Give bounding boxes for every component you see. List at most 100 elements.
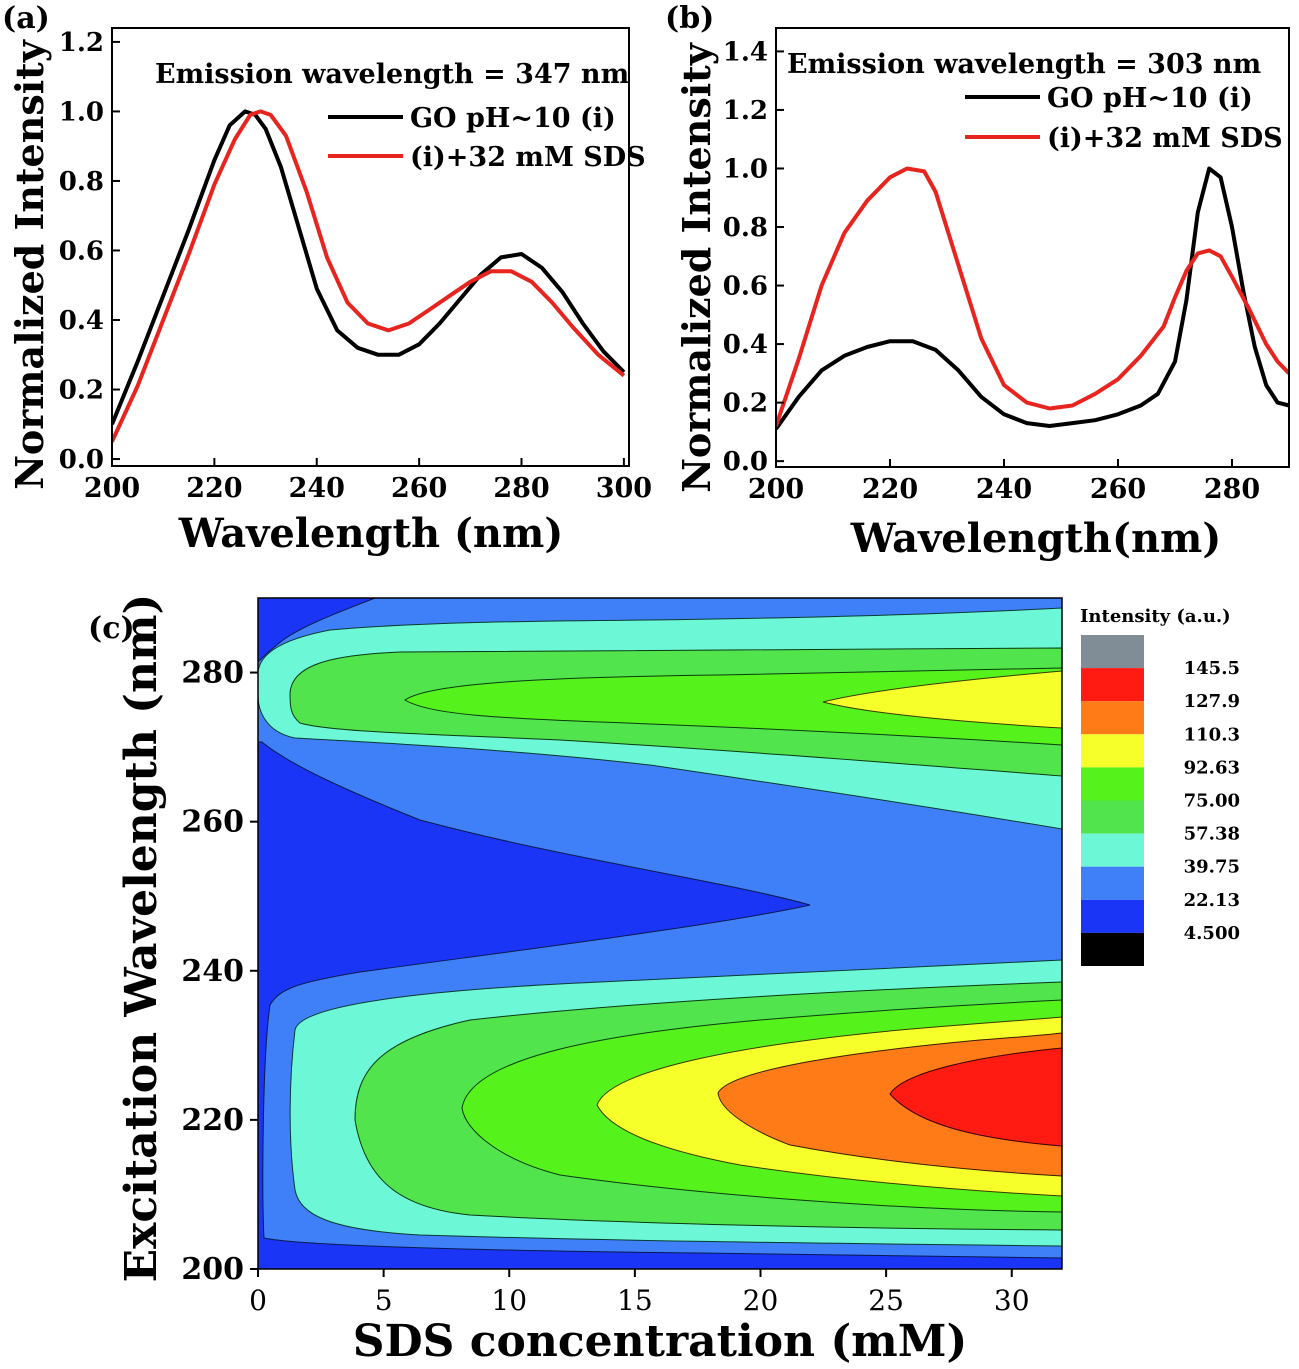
panel-c-x-tick-label: 10	[491, 1284, 527, 1317]
colorbar-cell	[1081, 701, 1144, 735]
panel-b-x-axis-label: Wavelength(nm)	[850, 515, 1222, 562]
panel-a-label: (a)	[2, 1, 50, 36]
panel-b-y-tick-label: 1.0	[723, 154, 768, 184]
panel-b-x-tick-label: 240	[976, 474, 1032, 505]
panel-b-x-tick-label: 260	[1090, 474, 1146, 505]
colorbar-cell	[1081, 668, 1144, 702]
panel-c-y-tick-label: 240	[181, 954, 244, 989]
panel-c-x-tick-label: 15	[617, 1284, 653, 1317]
colorbar-cell	[1081, 932, 1144, 966]
panel-c-x-tick-label: 25	[868, 1284, 904, 1317]
panel-c: (c) 0 5	[88, 594, 1240, 1367]
contour-level-92-110-upper	[822, 670, 1062, 729]
colorbar-title: Intensity (a.u.)	[1080, 606, 1231, 627]
panel-c-y-tick-label: 220	[181, 1103, 244, 1138]
panel-b-legend: GO pH~10 (i) (i)+32 mM SDS	[965, 83, 1283, 154]
colorbar-cell	[1081, 899, 1144, 933]
panel-a-axes: 200 220 240 260 280 300 0.0 0.2 0.4 0.6 0.8 1.0 1.2	[59, 28, 652, 504]
panel-b-y-tick-label: 0.4	[723, 330, 768, 360]
colorbar-labels: 145.5 127.9 110.3 92.63 75.00 57.38 39.75 22.13…	[1184, 658, 1240, 944]
panel-b-annotation: Emission wavelength = 303 nm	[787, 49, 1261, 80]
panel-b-x-tick-label: 280	[1204, 474, 1260, 505]
panel-c-x-tick-label: 20	[743, 1284, 779, 1317]
contour-level-75-92-upper	[404, 667, 1062, 746]
panel-c-x-tick-label: 5	[375, 1284, 393, 1317]
panel-a-legend: GO pH~10 (i) (i)+32 mM SDS	[328, 103, 646, 173]
panel-c-y-tick-label: 200	[181, 1252, 244, 1287]
panel-a-y-tick-label: 0.6	[59, 236, 104, 266]
panel-c-axes: 0 5 10 15 20 25 30 200 220 240 260 280	[181, 656, 1029, 1317]
panel-b-legend-label-go: GO pH~10 (i)	[1047, 83, 1253, 114]
colorbar-cell	[1081, 734, 1144, 768]
contour-level-4-22-middle	[258, 741, 1062, 1269]
panel-c-y-tick-label: 260	[181, 805, 244, 840]
panel-a-annotation: Emission wavelength = 347 nm	[155, 59, 629, 90]
panel-b-y-tick-label: 0.6	[723, 272, 768, 302]
panel-a-x-tick-label: 300	[596, 473, 652, 504]
colorbar-level-label: 22.13	[1184, 890, 1240, 911]
panel-b-x-tick-label: 200	[748, 474, 804, 505]
panel-a-series-group	[112, 109, 626, 443]
panel-a-y-tick-label: 0.0	[59, 445, 104, 475]
panel-b-plot-frame	[775, 27, 1290, 468]
colorbar-cell	[1081, 833, 1144, 867]
panel-a-x-tick-label: 280	[493, 473, 549, 504]
panel-a-x-tick-label: 240	[289, 473, 345, 504]
panel-a-y-axis-label: Normalized Intensity	[7, 39, 52, 490]
colorbar-cells	[1081, 635, 1144, 966]
colorbar-level-label: 4.500	[1184, 923, 1240, 944]
panel-b-y-tick-label: 0.2	[723, 389, 768, 419]
colorbar-level-label: 57.38	[1184, 824, 1240, 845]
panel-b: (b) 200 220 240 260 280 0.0 0.2 0.4 0.6 0.8 1.0 1.2…	[665, 1, 1290, 562]
contour-level-4-22-top	[258, 598, 376, 663]
colorbar-level-label: 145.5	[1184, 658, 1240, 679]
panel-c-x-tick-label: 30	[994, 1284, 1030, 1317]
panel-a-series-line-0	[112, 109, 626, 426]
panel-b-y-tick-label: 1.4	[723, 37, 768, 67]
contour-plot-frame	[257, 597, 1063, 1270]
colorbar-level-label: 127.9	[1184, 691, 1240, 712]
panel-a-legend-label-sds: (i)+32 mM SDS	[410, 142, 646, 173]
panel-b-series-line-0	[776, 166, 1289, 431]
colorbar-cell	[1081, 635, 1144, 669]
panel-a-x-axis-label: Wavelength (nm)	[178, 510, 564, 557]
panel-a-x-tick-label: 260	[391, 473, 447, 504]
colorbar: Intensity (a.u.) 145.5 127.9 110.3 92.63 75.…	[1080, 606, 1240, 966]
panel-a-series-line-1	[112, 109, 626, 443]
colorbar-cell	[1081, 767, 1144, 801]
contour-plot	[258, 598, 1062, 1269]
panel-b-series-line-1	[776, 166, 1289, 427]
panel-a-y-tick-label: 1.2	[59, 28, 104, 58]
panel-a-y-tick-label: 0.4	[59, 306, 104, 336]
colorbar-cell	[1081, 800, 1144, 834]
panel-a-y-tick-label: 1.0	[59, 97, 104, 127]
panel-a-x-tick-label: 220	[186, 473, 242, 504]
panel-a-plot-frame	[111, 27, 630, 467]
panel-c-label: (c)	[88, 611, 135, 646]
panel-b-x-tick-label: 220	[862, 474, 918, 505]
panel-b-legend-label-sds: (i)+32 mM SDS	[1047, 123, 1283, 154]
panel-b-axes: 200 220 240 260 280 0.0 0.2 0.4 0.6 0.8 1.0 1.2 1.4	[723, 37, 1260, 505]
contour-level-127-145	[889, 1047, 1062, 1147]
panel-b-y-tick-label: 0.8	[723, 213, 768, 243]
panel-b-series-group	[776, 166, 1289, 431]
panel-b-y-tick-label: 0.0	[723, 447, 768, 477]
panel-c-y-axis-label: Excitation Wavelength (nm)	[116, 594, 167, 1283]
panel-a-x-tick-label: 200	[84, 473, 140, 504]
panel-c-y-tick-label: 280	[181, 656, 244, 691]
panel-c-x-tick-label: 0	[249, 1284, 267, 1317]
panel-b-label: (b)	[665, 1, 714, 36]
colorbar-level-label: 110.3	[1184, 724, 1240, 745]
panel-a-y-tick-label: 0.2	[59, 376, 104, 406]
colorbar-level-label: 75.00	[1184, 791, 1240, 812]
panel-a: (a) 200 220 240 260 280 300 0.0 0.2 0.4 0.6 0.8 1.0…	[2, 1, 652, 557]
colorbar-level-label: 92.63	[1184, 757, 1240, 778]
colorbar-level-label: 39.75	[1184, 857, 1240, 878]
colorbar-cell	[1081, 866, 1144, 900]
panel-b-y-tick-label: 1.2	[723, 96, 768, 126]
panel-b-y-axis-label: Normalized Intensity	[674, 42, 719, 493]
panel-a-legend-label-go: GO pH~10 (i)	[410, 103, 616, 134]
panel-a-y-tick-label: 0.8	[59, 167, 104, 197]
panel-c-x-axis-label: SDS concentration (mM)	[353, 1316, 968, 1367]
